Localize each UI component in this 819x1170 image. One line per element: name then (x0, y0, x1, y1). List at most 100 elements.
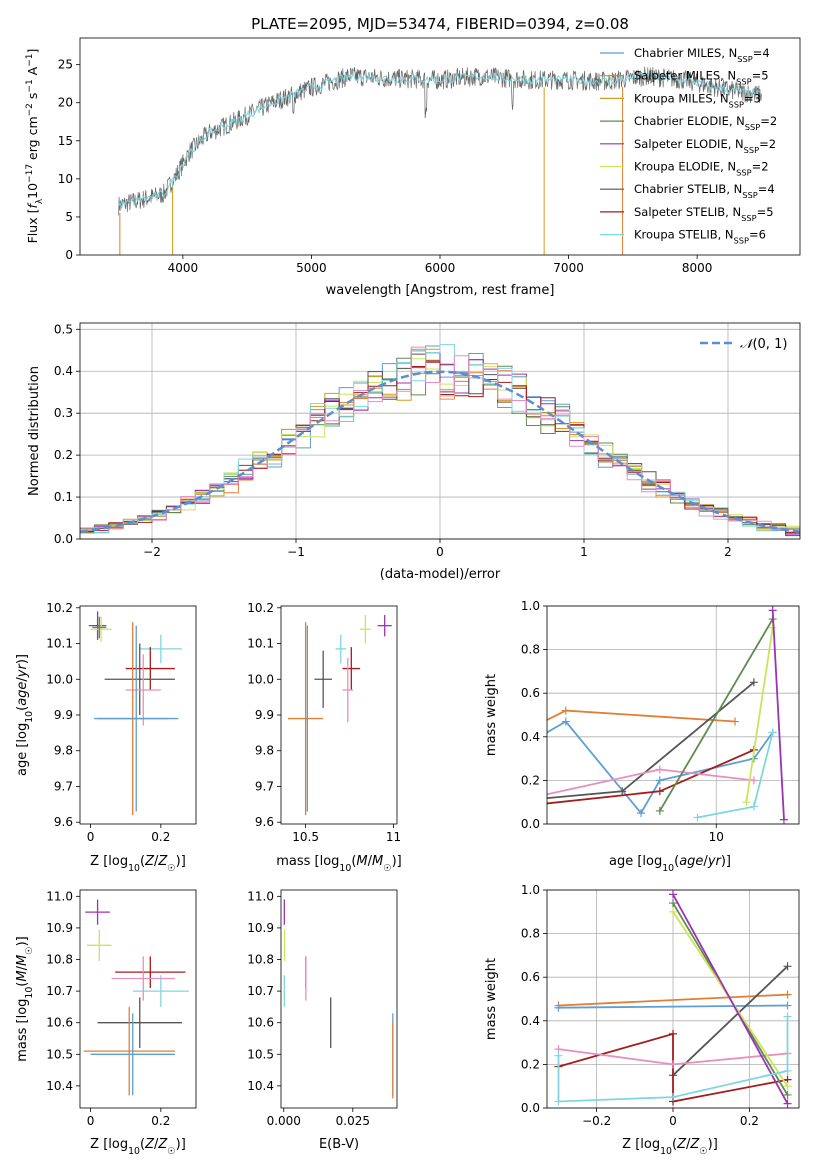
weight-marker (637, 809, 646, 818)
label-part: ] (25, 49, 40, 54)
label-part: =5 (752, 69, 769, 83)
label-part: age [log (609, 854, 662, 869)
x-axis-label: Z [log10(Z/Z☉)] (622, 1137, 718, 1157)
y-tick-label: 0 (65, 248, 73, 262)
weight-marker (783, 1082, 792, 1091)
errorbar-point (288, 622, 324, 816)
y-tick-label: 10.8 (46, 953, 73, 967)
label-part: )] (176, 854, 186, 869)
label-part: / (368, 854, 373, 869)
label-part: ( (140, 1137, 145, 1152)
weight-marker (618, 787, 627, 796)
label-part: SSP (729, 99, 744, 109)
y-tick-label: 1.0 (521, 599, 540, 613)
weight-line (558, 1004, 788, 1009)
plot-layer: 4000 5000 6000 7000 80000510152025wavelength… (15, 37, 801, 1157)
label-part: −1 (25, 79, 35, 92)
legend-label: Salpeter ELODIE, NSSP=2 (634, 137, 776, 155)
x-axis-label: E(B-V) (319, 1137, 359, 1152)
label-part: yr (15, 662, 30, 678)
weight-series (547, 717, 777, 818)
errorbar-point (139, 634, 182, 664)
plot-area (88, 611, 182, 816)
label-part: 10 (24, 711, 35, 723)
axes-mass-vs-Z: 0 0.2 10.4 10.5 10.6 10.7 10.8 10.9 11.0 (46, 889, 197, 1128)
label-part: SSP (741, 213, 756, 223)
label-part: 10 (662, 863, 674, 874)
x-tick-label: 4000 (168, 261, 199, 275)
label-part: 10 (128, 863, 140, 874)
label-part: −2 (25, 103, 35, 116)
weight-marker (742, 798, 751, 807)
y-axis-label: Normed distribution (27, 366, 42, 496)
weight-series (669, 962, 792, 1080)
y-tick-label: 0.8 (521, 927, 540, 941)
label-part: f (25, 203, 40, 209)
axes-frame (546, 889, 800, 1109)
y-tick-label: 0.4 (54, 364, 73, 378)
label-part: Kroupa STELIB, N (634, 228, 734, 242)
weight-series (547, 745, 758, 805)
errorbar-point (97, 997, 182, 1048)
y-tick-label: 10.4 (46, 1079, 73, 1093)
y-tick-label: 20 (58, 96, 73, 110)
label-part: =4 (753, 46, 770, 60)
label-part: =4 (758, 182, 775, 196)
weight-line (659, 618, 774, 812)
label-part: SSP (736, 77, 751, 87)
axes-frame (79, 37, 801, 256)
label-part: 10 (339, 863, 351, 874)
y-tick-label: 0.0 (54, 532, 73, 546)
label-part: ( (140, 854, 145, 869)
weight-marker (731, 717, 740, 726)
y-tick-label: 9.8 (54, 744, 73, 758)
label-part: )] (15, 936, 30, 946)
x-tick-label: 0 (87, 1114, 95, 1128)
y-tick-label: 15 (58, 134, 73, 148)
y-tick-label: 10.5 (247, 1047, 274, 1061)
weight-marker (783, 990, 792, 999)
errorbar-point (306, 625, 309, 812)
weight-series (742, 623, 777, 807)
x-axis-label: Z [log10(Z/Z☉)] (90, 1137, 186, 1157)
axes-frame (79, 322, 801, 540)
x-axis-label: wavelength [Angstrom, rest frame] (326, 283, 555, 298)
y-tick-label: 0.8 (521, 643, 540, 657)
label-part: Salpeter MILES, N (634, 69, 736, 83)
legend-label: Salpeter MILES, NSSP=5 (634, 69, 769, 87)
x-tick-label: −1 (287, 545, 305, 559)
errorbar-point (377, 614, 392, 637)
label-part: Z (144, 854, 155, 869)
label-part: ☉ (167, 1146, 175, 1157)
errorbar-point (90, 1013, 175, 1096)
label-part: Z (157, 1137, 168, 1152)
label-part: Z [log (622, 1137, 660, 1152)
errorbar-point (342, 657, 354, 723)
y-tick-label: 10.2 (247, 601, 274, 615)
x-tick-label: 2 (724, 545, 732, 559)
axes-frame (79, 605, 197, 825)
errorbar-point (115, 956, 186, 988)
y-tick-label: 5 (65, 210, 73, 224)
label-part: =5 (757, 205, 774, 219)
y-tick-label: 9.7 (255, 779, 274, 793)
errorbar-point (111, 956, 175, 1001)
errorbar-point (85, 899, 110, 925)
y-tick-label: 9.7 (54, 779, 73, 793)
weight-line (547, 720, 774, 815)
label-part: =2 (760, 114, 777, 128)
label-part: / (15, 677, 30, 682)
label-part: Chabrier ELODIE, N (634, 114, 745, 128)
label-part: )] (392, 854, 402, 869)
label-part: SSP (737, 54, 752, 64)
y-tick-label: 0.4 (521, 1014, 540, 1028)
weight-marker (749, 678, 758, 687)
y-tick-label: 10.0 (46, 672, 73, 686)
weight-series (669, 890, 792, 1108)
weight-series (693, 728, 777, 822)
y-tick-label: 9.6 (255, 815, 274, 829)
label-part: / (15, 965, 30, 970)
y-axis-label: mass [log10(M/M☉)] (15, 936, 35, 1062)
label-part: ( (15, 706, 30, 711)
axes-weight-vs-age: 10 0.0 0.2 0.4 0.6 0.8 1.0 (521, 599, 800, 844)
